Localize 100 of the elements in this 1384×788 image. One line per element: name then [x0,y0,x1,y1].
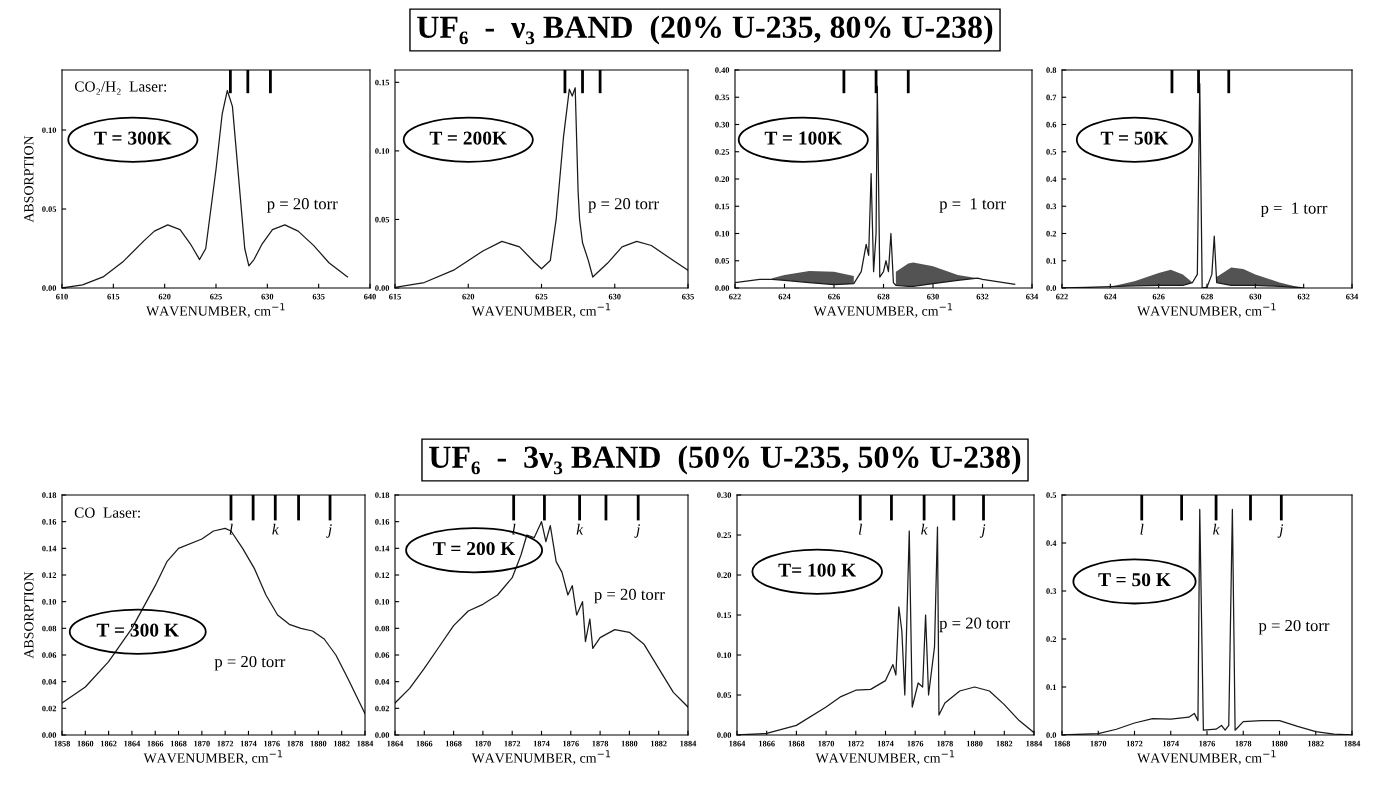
y-tick-label: 0.10 [42,599,57,605]
y-tick-label: 0.4 [1046,176,1057,183]
x-tick-label: 622 [1056,293,1068,300]
x-tick-label: 630 [608,293,621,300]
y-tick-label: 0.08 [42,625,57,632]
ref-line-label: k [921,523,928,535]
x-tick-label: 1882 [996,740,1013,747]
annotation: CO₂/H₂ Laser: [74,81,167,95]
y-tick-label: 0.00 [715,285,730,292]
x-tick-label: 1870 [1090,740,1107,747]
annotation: T = 200K [429,131,507,145]
x-tick-label: 1880 [310,740,327,747]
chart-title: UF₆ - 3ν₃ BAND (50% U-235, 50% U-238) [429,445,1021,475]
x-axis-title: WAVENUMBER, cm$^{−1}$ [146,303,285,318]
x-tick-label: 1884 [680,740,697,747]
annotation: T = 300 K [96,623,179,637]
y-tick-label: 0.5 [1046,149,1057,155]
x-tick-label: 1866 [147,740,164,747]
x-tick-label: 620 [462,293,475,300]
y-tick-label: 0.18 [375,492,390,499]
x-tick-label: 640 [364,293,376,300]
y-tick-label: 0.1 [1046,684,1057,691]
y-tick-label: 0.3 [1046,588,1057,595]
y-tick-label: 0.1 [1046,258,1057,264]
x-axis-title: WAVENUMBER, cm$^{−1}$ [815,750,955,765]
x-axis-title: WAVENUMBER, cm$^{−1}$ [813,303,953,318]
x-tick-label: 1868 [788,740,805,747]
y-tick-label: 0.25 [717,532,732,539]
ref-line-label: j [326,524,332,538]
y-tick-label: 0.05 [717,692,732,699]
x-tick-label: 630 [261,293,274,300]
y-tick-label: 0.00 [375,732,390,739]
ref-line-label: l [858,523,863,535]
y-tick-label: 0.12 [375,572,390,579]
y-tick-label: 0.2 [1046,230,1057,237]
x-tick-label: 1878 [287,740,304,747]
x-tick-label: 1878 [1235,740,1252,747]
y-tick-label: 0.30 [715,121,730,128]
y-tick-label: 0.16 [375,519,390,525]
x-tick-label: 1882 [651,740,667,747]
y-tick-label: 0.10 [42,127,57,134]
y-tick-label: 0.10 [375,599,390,605]
x-axis-title: WAVENUMBER, cm$^{−1}$ [1137,750,1276,765]
y-tick-label: 0.06 [375,652,390,659]
y-tick-label: 0.04 [375,679,390,685]
ref-line-label: j [1277,524,1284,538]
annotation: p = 20 torr [1258,619,1330,635]
x-tick-label: 624 [1104,293,1117,300]
x-tick-label: 610 [56,293,68,300]
y-tick-label: 0.15 [375,79,390,86]
x-tick-label: 1876 [563,740,579,747]
x-tick-label: 1870 [194,740,210,747]
y-tick-label: 0.2 [1046,636,1057,643]
annotation: p = 20 torr [939,617,1010,633]
chart-title: UF₆ - ν₃ BAND (20% U-235, 80% U-238) [417,15,993,45]
y-tick-label: 0.30 [717,492,732,499]
y-tick-label: 0.05 [715,258,730,264]
y-tick-label: 0.10 [717,652,732,659]
x-tick-label: 1880 [1271,740,1288,747]
ref-line-label: k [272,523,279,535]
y-tick-label: 0.40 [715,67,730,74]
x-tick-label: 1862 [100,740,117,747]
x-tick-label: 634 [1026,293,1039,300]
y-tick-label: 0.6 [1046,121,1057,128]
y-tick-label: 0.35 [715,94,730,101]
ref-line-label: j [634,524,640,538]
y-tick-label: 0.18 [42,492,57,499]
x-tick-label: 1884 [1026,740,1043,747]
x-tick-label: 1866 [759,740,775,747]
x-tick-label: 1864 [124,740,141,747]
x-tick-label: 628 [1201,293,1213,300]
y-tick-label: 0.5 [1046,492,1057,499]
x-tick-label: 634 [1346,293,1359,300]
x-tick-label: 1880 [621,740,638,747]
x-tick-label: 1872 [217,740,234,747]
y-tick-label: 0.15 [717,612,732,619]
y-axis-title: ABSORPTION [24,571,34,659]
y-tick-label: 0.05 [375,216,390,223]
x-tick-label: 620 [158,293,171,300]
x-tick-label: 626 [1152,293,1165,300]
x-tick-label: 1872 [848,740,864,747]
ref-line-label: k [576,523,584,535]
x-tick-label: 1882 [1308,740,1324,747]
annotation: p = 1 torr [1260,202,1328,218]
annotation: T = 50K [1100,131,1169,145]
x-tick-label: 615 [389,293,401,300]
annotation: p = 20 torr [588,198,659,213]
y-tick-label: 0.20 [715,176,730,183]
y-tick-label: 0.08 [375,625,390,632]
x-tick-label: 1876 [264,740,280,747]
x-tick-label: 1866 [416,740,433,747]
x-tick-label: 1884 [1344,740,1361,747]
x-tick-label: 635 [312,293,325,300]
annotation: p = 1 torr [939,198,1006,213]
x-axis-title: WAVENUMBER, cm$^{−1}$ [471,750,611,765]
y-tick-label: 0.10 [375,148,390,154]
y-tick-label: 0.00 [42,732,57,739]
ref-line-label: k [1213,523,1220,535]
x-tick-label: 1870 [818,740,835,747]
annotation: p = 20 torr [594,588,665,604]
